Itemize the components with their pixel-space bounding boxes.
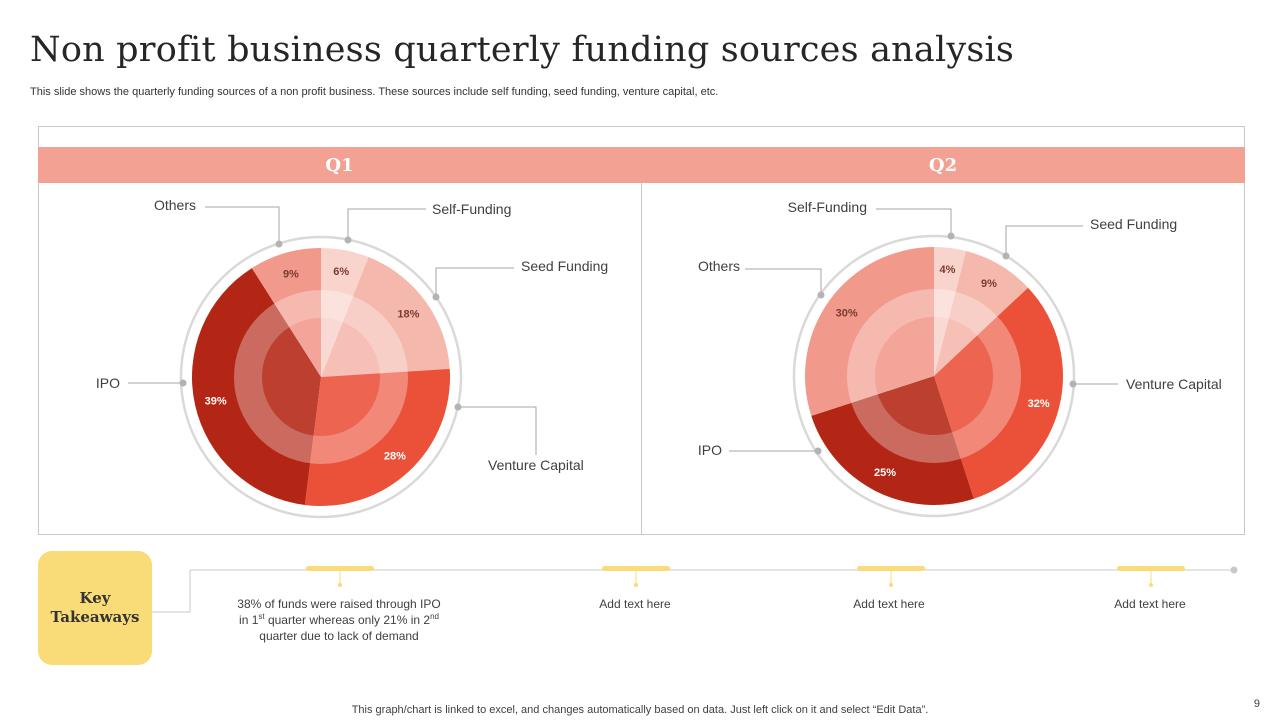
takeaway-1[interactable]: 38% of funds were raised through IPO in … — [232, 596, 446, 644]
timeline-connector — [152, 570, 191, 613]
timeline-end-dot — [1230, 566, 1238, 574]
takeaway-1-part1: 38% of funds were raised through IPO in … — [237, 597, 441, 627]
timeline-marker-3 — [857, 566, 925, 587]
timeline-marker-1 — [306, 566, 374, 587]
takeaway-1-part3: quarter due to lack of demand — [259, 629, 419, 643]
page-number: 9 — [1253, 698, 1260, 710]
timeline-marker-4 — [1117, 566, 1185, 587]
page-title: Non profit business quarterly funding so… — [30, 30, 1015, 70]
q1-header: Q1 — [38, 147, 641, 183]
timeline-marker-2 — [602, 566, 670, 587]
key-takeaways-line1: Key — [79, 589, 111, 607]
q2-header: Q2 — [641, 147, 1245, 183]
takeaway-1-part2: quarter whereas only 21% in 2 — [264, 613, 431, 627]
takeaway-1-sup1: st — [258, 612, 265, 621]
takeaway-2[interactable]: Add text here — [599, 597, 671, 611]
key-takeaways-box: Key Takeaways — [38, 551, 152, 665]
key-takeaways-line2: Takeaways — [50, 608, 140, 626]
page-subtitle: This slide shows the quarterly funding s… — [30, 86, 719, 98]
panel-divider — [641, 183, 642, 535]
takeaway-1-sup2: nd — [430, 612, 439, 621]
takeaway-4[interactable]: Add text here — [1114, 597, 1186, 611]
footer-note: This graph/chart is linked to excel, and… — [351, 704, 929, 716]
takeaway-3[interactable]: Add text here — [853, 597, 925, 611]
